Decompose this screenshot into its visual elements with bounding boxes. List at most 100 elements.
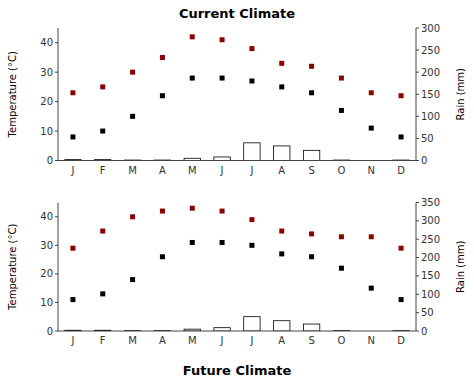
bar [244, 317, 260, 331]
y-tick [55, 302, 58, 303]
y2-tick [416, 50, 419, 51]
point [339, 108, 344, 113]
x-tick-label: O [337, 165, 345, 176]
point [130, 70, 135, 75]
y-tick [55, 331, 58, 332]
point [339, 234, 344, 239]
point [249, 46, 254, 51]
y-tick [55, 101, 58, 102]
chart: Future Climate01020304005010015020025030… [7, 197, 466, 378]
point [249, 217, 254, 222]
point [220, 240, 225, 245]
y2-tick-label: 150 [421, 89, 440, 100]
y-axis [58, 28, 59, 161]
title: Future Climate [183, 363, 292, 378]
x-tick-label: S [308, 165, 314, 176]
y2-axis-label: Rain (mm) [455, 68, 466, 121]
point [160, 209, 165, 214]
y-tick-label: 30 [40, 67, 53, 78]
bar [303, 150, 319, 160]
y-tick [55, 72, 58, 73]
y-tick-label: 30 [40, 240, 53, 251]
bar [274, 146, 290, 161]
x-axis [58, 331, 416, 332]
x-tick-label: A [278, 335, 285, 346]
x-tick-label: M [128, 335, 137, 346]
point [279, 61, 284, 66]
y-axis [58, 203, 59, 332]
y2-tick-label: 50 [421, 133, 434, 144]
point [309, 254, 314, 259]
y-tick-label: 10 [40, 297, 53, 308]
y-axis-label: Temperature (°C) [7, 51, 18, 138]
y2-tick [416, 275, 419, 276]
x-tick-label: F [100, 165, 106, 176]
y-tick [55, 216, 58, 217]
point [399, 297, 404, 302]
point [70, 297, 75, 302]
point [399, 93, 404, 98]
y2-tick-label: 350 [421, 197, 440, 208]
y2-tick-label: 50 [421, 307, 434, 318]
x-tick-label: A [278, 165, 285, 176]
bar [214, 157, 230, 161]
y2-axis-label: Rain (mm) [455, 240, 466, 293]
marks [65, 206, 410, 331]
y-tick [55, 245, 58, 246]
x-tick-label: J [249, 165, 253, 176]
point [369, 234, 374, 239]
point [100, 229, 105, 234]
bar [274, 321, 290, 331]
point [369, 126, 374, 131]
point [249, 79, 254, 84]
point [279, 229, 284, 234]
y2-tick [416, 138, 419, 139]
y-tick-label: 0 [47, 155, 53, 166]
y-tick-label: 20 [40, 96, 53, 107]
y-tick-label: 40 [40, 211, 53, 222]
y2-tick [416, 312, 419, 313]
point [339, 76, 344, 81]
x-tick-label: N [368, 335, 375, 346]
bar [244, 143, 260, 161]
x-tick-label: A [159, 165, 166, 176]
point [249, 243, 254, 248]
y2-tick-label: 300 [421, 23, 440, 34]
point [279, 251, 284, 256]
y-tick-label: 40 [40, 37, 53, 48]
y2-tick-label: 300 [421, 215, 440, 226]
y2-axis [416, 203, 417, 332]
y2-tick [416, 294, 419, 295]
point [339, 266, 344, 271]
point [100, 291, 105, 296]
point [100, 129, 105, 134]
point [220, 209, 225, 214]
x-tick-label: F [100, 335, 106, 346]
point [160, 254, 165, 259]
y-tick-label: 20 [40, 268, 53, 279]
point [279, 84, 284, 89]
y2-tick [416, 72, 419, 73]
y-tick [55, 160, 58, 161]
point [399, 134, 404, 139]
point [130, 277, 135, 282]
x-tick-label: S [308, 335, 314, 346]
x-tick-label: M [128, 165, 137, 176]
point [190, 76, 195, 81]
point [190, 240, 195, 245]
point [309, 64, 314, 69]
x-tick-label: J [249, 335, 253, 346]
point [70, 90, 75, 95]
x-tick-label: D [397, 335, 405, 346]
x-tick-label: J [220, 335, 224, 346]
y-tick-label: 0 [47, 326, 53, 337]
y-tick-label: 10 [40, 126, 53, 137]
point [130, 114, 135, 119]
point [100, 84, 105, 89]
figure: Current Climate0102030400501001502002503… [0, 0, 474, 381]
y2-tick-label: 100 [421, 289, 440, 300]
y2-tick-label: 200 [421, 67, 440, 78]
y2-tick [416, 160, 419, 161]
y2-tick-label: 250 [421, 234, 440, 245]
point [190, 206, 195, 211]
